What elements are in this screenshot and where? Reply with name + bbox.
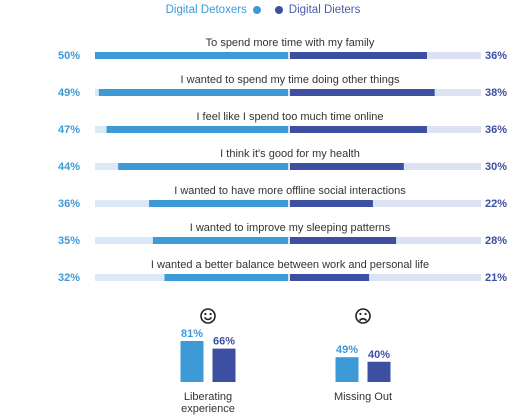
reason-label: I wanted to have more offline social int… [174,185,406,197]
bar-dieters [367,361,391,382]
track-right [288,200,481,207]
face-eye [359,312,362,316]
bar-detoxers [180,341,204,382]
legend-item-dieters: Digital Dieters [274,4,361,16]
face-eye [364,312,367,316]
value-label-detoxers: 81% [181,328,203,340]
value-label-dieters: 40% [368,349,390,361]
reason-label: To spend more time with my family [206,37,375,49]
reason-row: I wanted a better balance between work a… [58,259,507,284]
sad-face-icon [355,308,371,324]
reason-row: I think it's good for my health 44% 30% [58,148,507,173]
face-mouth [358,317,368,322]
value-label-detoxers: 49% [336,344,358,356]
bar-dieters [290,200,373,207]
reason-label: I wanted to spend my time doing other th… [181,74,400,86]
bar-dieters [212,348,236,382]
group-label: experience [181,403,235,415]
value-label-detoxers: 49% [58,87,80,99]
reason-row: I wanted to have more offline social int… [58,185,507,210]
bar-detoxers [106,126,288,133]
value-label-detoxers: 36% [58,198,80,210]
value-label-detoxers: 47% [58,124,80,136]
value-label-detoxers: 44% [58,161,80,173]
value-label-dieters: 66% [213,336,235,348]
legend-label-dieters: Digital Dieters [288,4,361,16]
reason-row: I feel like I spend too much time online… [58,111,507,136]
legend-label-detoxers: Digital Detoxers [165,4,247,16]
face-eye [204,312,207,316]
reason-row: I wanted to improve my sleeping patterns… [58,222,507,247]
face-outline [200,308,216,324]
bar-dieters [290,163,404,170]
group-label: Liberating [184,391,232,403]
face-mouth [203,316,213,321]
bar-dieters [290,126,427,133]
reason-row: To spend more time with my family 50% 36% [58,37,507,62]
bar-detoxers [98,89,288,96]
bar-dieters [290,89,435,96]
legend-swatch-dieters [274,6,283,14]
value-label-dieters: 38% [485,87,507,99]
value-label-dieters: 36% [485,50,507,62]
value-label-dieters: 21% [485,272,507,284]
value-label-detoxers: 35% [58,235,80,247]
bar-dieters [290,52,427,59]
reason-label: I think it's good for my health [220,148,360,160]
bar-detoxers [118,163,288,170]
bar-detoxers [95,52,288,59]
bar-dieters [290,237,397,244]
face-outline [355,308,371,324]
value-label-dieters: 28% [485,235,507,247]
value-label-dieters: 22% [485,198,507,210]
track-right [288,274,481,281]
value-label-detoxers: 32% [58,272,80,284]
value-label-detoxers: 50% [58,50,80,62]
value-label-dieters: 30% [485,161,507,173]
value-label-dieters: 36% [485,124,507,136]
happy-face-icon [200,308,216,324]
reason-label: I wanted a better balance between work a… [151,259,429,271]
reason-label: I wanted to improve my sleeping patterns [190,222,391,234]
reason-label: I feel like I spend too much time online [196,111,383,123]
group-label: Missing Out [334,391,392,403]
bar-detoxers [152,237,288,244]
bar-dieters [290,274,370,281]
face-eye [209,312,212,316]
bar-detoxers [149,200,288,207]
reason-row: I wanted to spend my time doing other th… [58,74,507,99]
outcome-group: 49% 40% Missing Out [334,308,392,403]
legend-swatch-detoxers [252,6,261,14]
bar-detoxers [164,274,288,281]
legend-item-detoxers: Digital Detoxers [166,4,261,16]
bar-detoxers [335,357,359,382]
legend: Digital Detoxers Digital Dieters [0,2,526,18]
